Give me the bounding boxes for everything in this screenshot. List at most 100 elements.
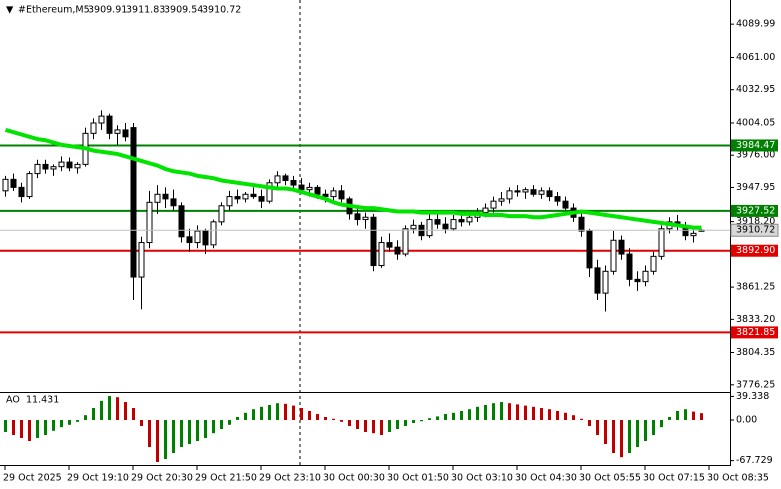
- x-tick-label: 30 Oct 01:50: [387, 473, 449, 484]
- ao-bar: [564, 412, 567, 420]
- ao-bar: [60, 420, 63, 428]
- candle-body: [370, 216, 377, 267]
- candle-body: [362, 216, 369, 221]
- candle-body: [482, 207, 489, 214]
- header-close: 3910.72: [202, 5, 241, 16]
- ao-bar: [268, 405, 271, 420]
- ao-bar: [212, 420, 215, 434]
- candle-body: [402, 228, 409, 255]
- ao-bar: [684, 409, 687, 420]
- ao-bar: [644, 420, 647, 441]
- candle-body: [290, 179, 297, 186]
- ao-bar: [476, 406, 479, 420]
- plot: [0, 110, 730, 334]
- indicator-y-tick-label: 0.00: [736, 415, 757, 426]
- current-price-bg: [730, 223, 779, 237]
- ao-bar: [500, 402, 503, 420]
- ao-bar: [84, 415, 87, 420]
- candle-body: [314, 186, 321, 195]
- candle-body: [330, 190, 337, 198]
- ao-bar: [20, 420, 23, 438]
- y-tick-label: 3918.20: [736, 216, 775, 227]
- ao-bar: [228, 420, 231, 425]
- ao-bar: [68, 420, 71, 425]
- candle-body: [426, 219, 433, 237]
- ao-bar: [316, 414, 319, 420]
- candle-body: [650, 255, 657, 272]
- indicator-y-tick-label: -67.729: [736, 455, 773, 466]
- candle-body: [146, 201, 153, 244]
- level-label: 3892.90: [736, 245, 775, 256]
- ao-bar: [508, 403, 511, 420]
- level-label-bg: [731, 244, 778, 257]
- ao-bar: [196, 420, 199, 441]
- candle-body: [554, 196, 561, 202]
- ao-bar: [108, 396, 111, 420]
- ao-bar: [364, 420, 367, 432]
- candle-body: [178, 205, 185, 238]
- candle-body: [234, 196, 241, 200]
- ao-bar: [340, 420, 343, 422]
- candle-body: [122, 129, 129, 138]
- candle-body: [274, 175, 281, 184]
- ao-bar: [300, 408, 303, 420]
- ao-bar: [540, 408, 543, 420]
- ao-bar: [428, 418, 431, 420]
- x-tick-label: 30 Oct 00:30: [323, 473, 385, 484]
- ao-bar: [556, 411, 559, 420]
- candle-body: [226, 196, 233, 207]
- candle-body: [602, 270, 609, 294]
- y-tick-label: 3776.25: [736, 379, 775, 390]
- level-label: 3821.85: [736, 327, 775, 338]
- ao-bar: [308, 411, 311, 420]
- header-open: 3909.91: [88, 5, 127, 16]
- candle-body: [258, 196, 265, 202]
- ao-bar: [204, 420, 207, 438]
- ao-bar: [236, 417, 239, 420]
- ao-bar: [92, 408, 95, 420]
- ao-bar: [164, 420, 167, 459]
- candle-body: [26, 173, 33, 198]
- ao-bar: [580, 418, 583, 420]
- level-label-bg: [731, 204, 778, 217]
- y-tick-label: 3804.35: [736, 347, 775, 358]
- indicator-y-tick-label: 39.338: [736, 391, 769, 402]
- candle-body: [202, 230, 209, 246]
- ao-bar: [260, 406, 263, 420]
- x-tick-label: 29 Oct 20:30: [131, 473, 193, 484]
- candle-body: [394, 246, 401, 255]
- ao-bar: [604, 420, 607, 444]
- candle-body: [610, 239, 617, 272]
- candle-body: [138, 242, 145, 278]
- candle-body: [322, 193, 329, 198]
- candle-body: [338, 190, 345, 200]
- ao-bar: [452, 412, 455, 420]
- ao-bar: [412, 420, 415, 423]
- candle-body: [458, 219, 465, 223]
- current-price-label: 3910.72: [736, 225, 775, 236]
- ao-bar: [524, 405, 527, 420]
- x-tick-label: 30 Oct 03:10: [451, 473, 513, 484]
- level-label: 3984.47: [736, 140, 775, 151]
- candle-body: [90, 122, 97, 134]
- y-tick-label: 4089.99: [736, 19, 775, 30]
- candle-body: [562, 200, 569, 209]
- ao-bar: [180, 420, 183, 447]
- ao-bar: [436, 416, 439, 420]
- x-tick-label: 29 Oct 19:10: [67, 473, 129, 484]
- symbol-marker: ▼: [6, 5, 14, 16]
- candle-body: [578, 216, 585, 232]
- moving-average: [4, 127, 702, 230]
- candle-body: [522, 189, 529, 193]
- ao-bar: [276, 403, 279, 420]
- candle-body: [618, 239, 625, 255]
- candle-body: [434, 219, 441, 225]
- ao-bar: [356, 420, 359, 429]
- y-tick-label: 4061.00: [736, 52, 775, 63]
- x-tick-label: 29 Oct 23:10: [259, 473, 321, 484]
- ao-bar: [36, 420, 39, 438]
- ao-bar: [76, 420, 79, 422]
- candle-body: [298, 184, 305, 191]
- ao-bar: [148, 420, 151, 447]
